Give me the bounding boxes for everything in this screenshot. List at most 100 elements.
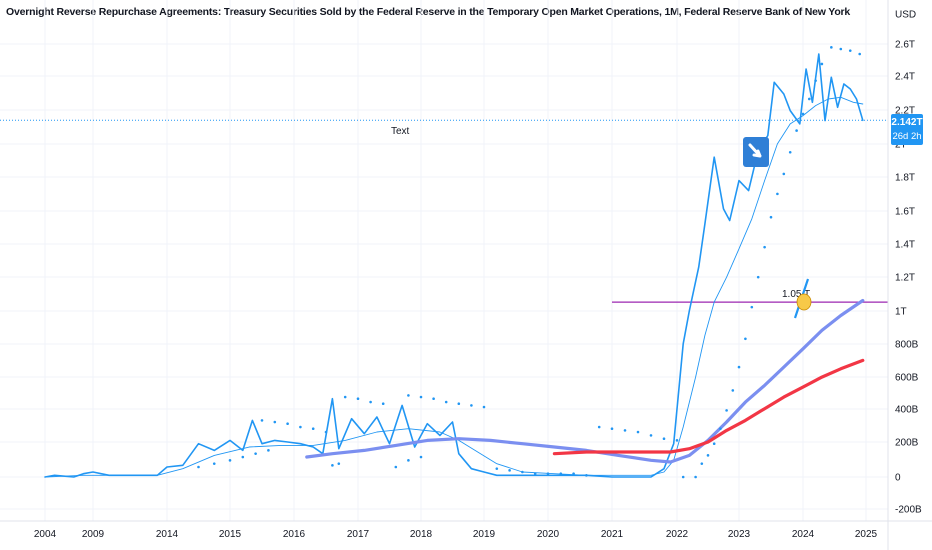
sar-point xyxy=(444,400,448,404)
x-tick-label: 2020 xyxy=(537,529,560,540)
sar-point xyxy=(681,475,685,479)
sar-point xyxy=(750,305,754,309)
sar-point xyxy=(337,462,341,465)
sar-point xyxy=(299,425,302,429)
sar-point xyxy=(212,462,216,465)
sar-point xyxy=(839,47,843,51)
y-tick-label: 2.2T xyxy=(895,106,915,117)
sar-point xyxy=(788,150,792,154)
y-tick-label: 2.6T xyxy=(895,40,915,51)
overlays: Text 1.05 T xyxy=(391,126,810,300)
sar-point xyxy=(495,467,499,470)
y-tick-label: 1.2T xyxy=(895,273,915,284)
sar-point xyxy=(572,472,575,475)
sar-point xyxy=(197,465,200,469)
x-tick-label: 2022 xyxy=(666,529,689,540)
sar-point xyxy=(228,459,232,462)
sar-point xyxy=(331,464,334,467)
x-tick-label: 2017 xyxy=(347,529,370,540)
sar-point xyxy=(419,395,423,399)
x-tick-label: 2019 xyxy=(473,529,496,540)
down-arrow-icon[interactable] xyxy=(743,137,769,167)
last-price-tag: 2.142T 26d 2h xyxy=(891,114,923,145)
plot-area[interactable] xyxy=(0,46,888,479)
series-fast-average xyxy=(44,96,864,478)
y-tick-label: 2.4T xyxy=(895,72,915,83)
sar-point xyxy=(744,337,747,341)
y-tick-label: 600B xyxy=(895,373,919,384)
y-tick-label: 1.4T xyxy=(895,240,915,251)
time-axis[interactable]: 2004 2009 2014 2015 2016 2017 2018 2019 2020 2021… xyxy=(0,520,932,540)
sar-point xyxy=(482,405,486,409)
sar-point xyxy=(719,427,722,431)
x-tick-label: 2024 xyxy=(792,529,815,540)
sar-point xyxy=(585,474,588,477)
text-annotation[interactable]: Text xyxy=(391,126,410,137)
x-tick-label: 2009 xyxy=(82,529,105,540)
sar-point xyxy=(343,395,347,399)
sar-point xyxy=(694,475,697,479)
sar-point xyxy=(521,470,524,474)
sar-point xyxy=(763,245,766,249)
x-tick-label: 2014 xyxy=(156,529,179,540)
series-main-line xyxy=(44,53,864,478)
sar-point xyxy=(470,404,473,407)
sar-point xyxy=(546,472,550,475)
x-tick-label: 2018 xyxy=(410,529,433,540)
grid-lines xyxy=(0,0,888,521)
sar-point xyxy=(381,402,385,406)
sar-point xyxy=(801,112,805,116)
sar-point xyxy=(731,389,735,392)
sar-point xyxy=(820,62,824,66)
x-tick-label: 2023 xyxy=(728,529,751,540)
sar-point xyxy=(782,172,786,176)
y-tick-label: 1T xyxy=(895,307,907,318)
horizontal-line-label: 1.05 T xyxy=(782,289,810,300)
sar-point xyxy=(533,472,537,475)
sar-point xyxy=(273,420,277,424)
series-red-average xyxy=(552,358,865,456)
sar-point xyxy=(848,49,852,52)
series-slow-average xyxy=(305,298,865,464)
sar-point xyxy=(254,452,257,455)
sar-point xyxy=(267,449,270,452)
sar-point xyxy=(756,275,760,279)
x-tick-label: 2015 xyxy=(219,529,242,540)
sar-point xyxy=(407,394,410,397)
y-tick-label: -200B xyxy=(895,505,922,516)
sar-point xyxy=(419,455,423,459)
sar-point xyxy=(260,419,264,422)
sar-point xyxy=(725,409,728,412)
sar-point xyxy=(795,129,798,132)
sar-point xyxy=(597,425,601,429)
sar-point xyxy=(858,52,861,56)
sar-point xyxy=(407,459,410,462)
pointing-hand-icon xyxy=(793,278,812,319)
sar-point xyxy=(241,455,245,459)
chart-title: Overnight Reverse Repurchase Agreements:… xyxy=(6,6,851,18)
sar-point xyxy=(769,215,773,219)
sar-point xyxy=(712,442,716,445)
x-tick-label: 2004 xyxy=(34,529,57,540)
sar-point xyxy=(706,454,710,457)
last-price-value: 2.142T xyxy=(891,117,922,128)
sar-point xyxy=(369,400,372,404)
y-tick-label: 400B xyxy=(895,405,919,416)
sar-point xyxy=(830,46,833,49)
sar-point xyxy=(311,427,315,431)
sar-point xyxy=(737,365,741,369)
y-tick-label: 1.6T xyxy=(895,207,915,218)
sar-point xyxy=(394,465,398,469)
y-tick-label: USD xyxy=(895,10,916,21)
sar-point xyxy=(636,430,640,434)
y-tick-label: 200B xyxy=(895,438,919,449)
sar-point xyxy=(559,472,563,475)
sar-point xyxy=(623,429,627,432)
sar-point xyxy=(457,402,461,406)
y-tick-label: 1.8T xyxy=(895,173,915,184)
sar-point xyxy=(610,427,614,431)
price-axis[interactable]: USD2.6T2.4T2.2T2T1.8T1.6T1.4T1.2T1T800B6… xyxy=(887,0,922,550)
sar-point xyxy=(662,437,666,440)
x-tick-label: 2016 xyxy=(283,529,306,540)
